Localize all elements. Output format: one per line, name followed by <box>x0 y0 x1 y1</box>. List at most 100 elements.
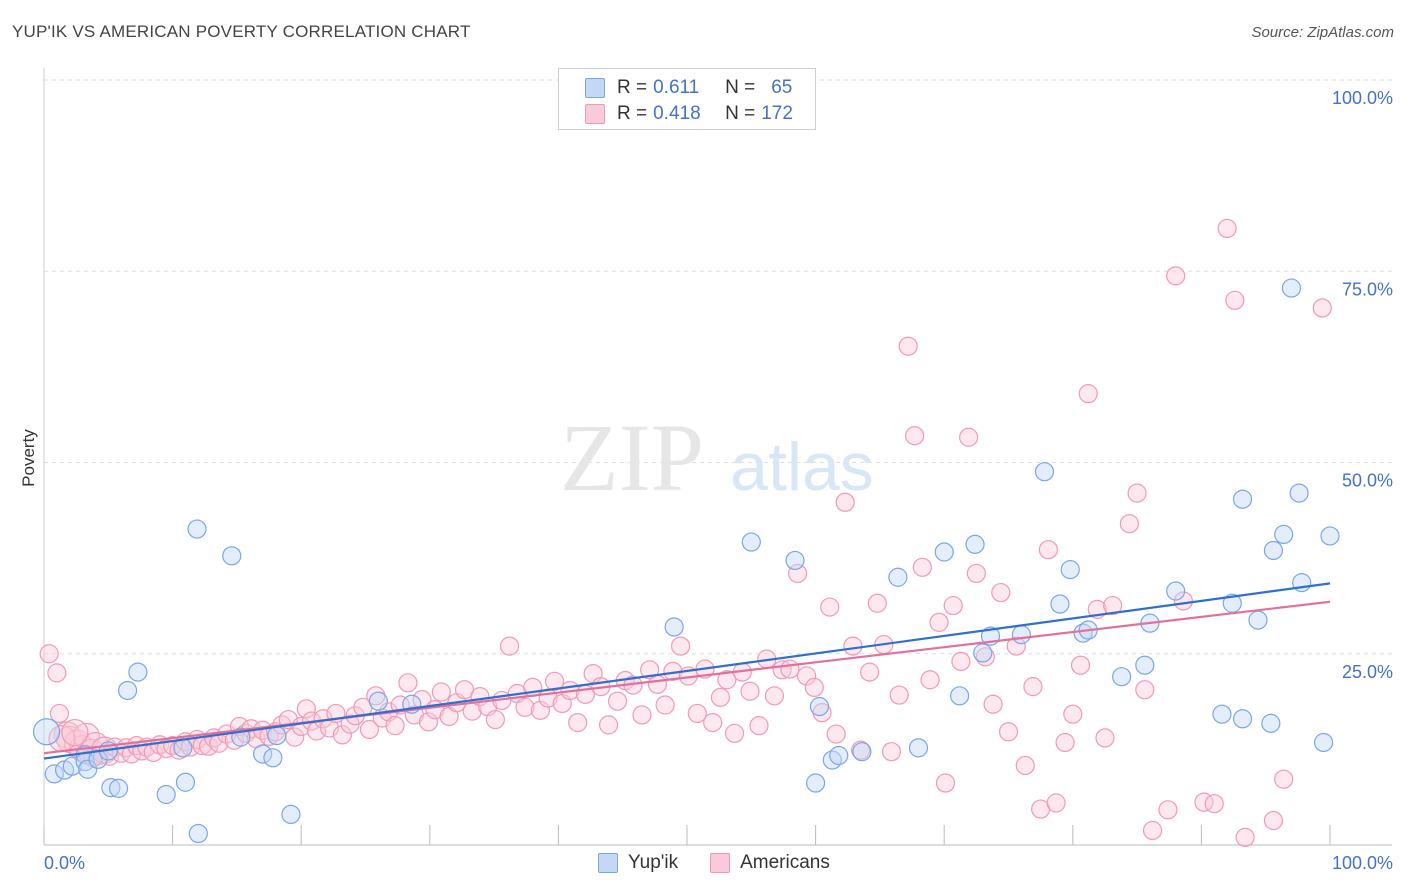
r-label-americans: R = <box>617 103 648 124</box>
americans-point-142 <box>1023 677 1043 697</box>
correlation-legend: R = 0.611 N = 65 R = 0.418 N = 172 <box>558 68 816 130</box>
yupik-point-60 <box>1289 483 1309 503</box>
americans-point-124 <box>881 742 902 762</box>
americans-point-94 <box>647 674 668 694</box>
americans-point-164 <box>1235 827 1255 847</box>
americans-point-113 <box>796 666 817 686</box>
americans-point-126 <box>898 336 918 356</box>
americans-point-88 <box>598 715 619 735</box>
americans-point-159 <box>1173 591 1193 611</box>
yupik-point-26 <box>664 617 684 637</box>
americans-point-106 <box>740 681 760 701</box>
americans-point-116 <box>820 597 840 617</box>
americans-point-154 <box>1127 483 1147 503</box>
yupik-point-13 <box>156 784 176 805</box>
yupik-point-48 <box>1135 655 1155 675</box>
yupik-point-59 <box>1281 278 1302 298</box>
y-tick-label-1: 50.0% <box>1342 471 1393 491</box>
yupik-point-29 <box>805 773 826 793</box>
yupik-point-35 <box>908 738 929 758</box>
yupik-point-21 <box>263 748 283 768</box>
yupik-point-63 <box>1313 732 1334 753</box>
americans-point-147 <box>1063 704 1083 724</box>
r-value-yupik: 0.611 <box>653 77 700 98</box>
yupik-trend-line <box>43 582 1331 760</box>
y-axis-label: Poverty <box>19 429 38 487</box>
legend-item-yupik[interactable]: Yup'ik <box>598 852 678 874</box>
americans-point-139 <box>998 722 1019 742</box>
legend-item-americans[interactable]: Americans <box>710 852 830 874</box>
watermark: ZIP atlas <box>560 404 874 511</box>
americans-point-107 <box>749 716 769 736</box>
americans-point-165 <box>1263 810 1284 831</box>
americans-point-129 <box>920 670 940 690</box>
americans-point-117 <box>826 724 846 744</box>
americans-point-163 <box>1225 290 1245 310</box>
yupik-point-56 <box>1261 713 1281 733</box>
yupik-point-17 <box>188 823 208 844</box>
yupik-point-12 <box>128 662 148 682</box>
americans-point-167 <box>1312 298 1332 318</box>
yupik-point-53 <box>1232 489 1253 509</box>
americans-point-77 <box>515 697 535 717</box>
yupik-point-37 <box>950 686 970 706</box>
americans-point-119 <box>843 636 863 656</box>
series-yupik <box>32 278 1340 844</box>
yupik-point-38 <box>965 534 985 554</box>
americans-point-125 <box>889 685 909 705</box>
yupik-point-57 <box>1263 540 1284 561</box>
americans-point-0 <box>39 644 59 664</box>
yupik-point-16 <box>187 519 207 539</box>
n-value-yupik: 65 <box>771 77 793 98</box>
americans-point-153 <box>1119 514 1139 534</box>
americans-point-145 <box>1046 793 1066 813</box>
americans-point-73 <box>485 709 505 730</box>
americans-point-45 <box>296 699 316 719</box>
yupik-point-42 <box>1034 462 1055 482</box>
yupik-point-18 <box>222 546 242 566</box>
americans-point-128 <box>912 557 932 577</box>
americans-point-149 <box>1078 384 1098 404</box>
americans-point-109 <box>764 686 785 706</box>
gridlines <box>44 79 1392 655</box>
yupik-point-23 <box>281 804 301 825</box>
americans-point-104 <box>724 723 745 743</box>
yupik-legend-label: Yup'ik <box>628 852 679 873</box>
americans-legend-label: Americans <box>740 852 830 873</box>
americans-point-101 <box>703 712 723 733</box>
americans-point-157 <box>1158 800 1178 820</box>
americans-point-81 <box>544 671 565 691</box>
yupik-point-50 <box>1166 581 1186 601</box>
y-tick-label-3: 100.0% <box>1332 88 1393 108</box>
americans-point-158 <box>1166 266 1186 286</box>
watermark-atlas: atlas <box>730 429 874 505</box>
americans-point-89 <box>607 691 628 711</box>
americans-point-1 <box>47 663 67 683</box>
americans-point-51 <box>332 725 352 745</box>
americans-legend-swatch <box>710 853 731 873</box>
americans-point-114 <box>804 677 824 698</box>
yupik-point-10 <box>108 778 129 798</box>
yupik-point-28 <box>785 550 805 571</box>
yupik-point-15 <box>175 772 196 792</box>
y-tick-label-0: 25.0% <box>1342 662 1393 682</box>
x-tick-label-1: 100.0% <box>1332 853 1393 873</box>
americans-point-99 <box>687 703 707 724</box>
americans-point-66 <box>431 682 451 702</box>
yupik-legend-swatch <box>598 853 618 873</box>
americans-point-151 <box>1095 728 1115 748</box>
americans-point-161 <box>1204 794 1224 814</box>
americans-point-79 <box>530 700 550 720</box>
americans-point-169 <box>61 718 89 747</box>
yupik-point-34 <box>888 567 908 587</box>
americans-point-162 <box>1217 218 1237 239</box>
americans-point-121 <box>860 662 880 682</box>
yupik-point-3 <box>62 756 82 776</box>
americans-point-64 <box>418 712 439 732</box>
americans-point-166 <box>1274 769 1294 789</box>
trend-lines <box>43 582 1331 760</box>
americans-point-55 <box>359 719 379 740</box>
americans-point-122 <box>867 593 887 613</box>
americans-point-141 <box>1015 755 1035 776</box>
